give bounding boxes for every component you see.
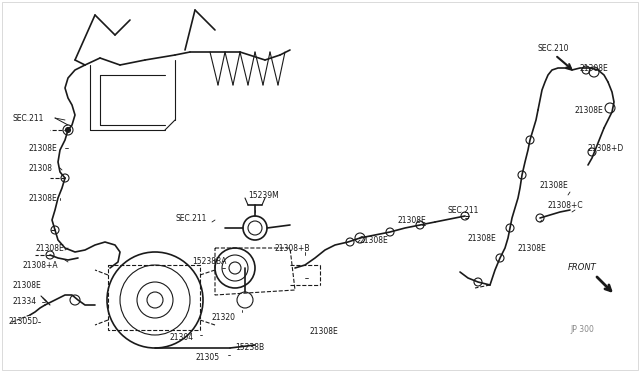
Text: 15239M: 15239M [248,190,279,199]
Text: 21308E: 21308E [12,280,41,289]
Text: 21305: 21305 [195,353,219,362]
Circle shape [147,292,163,308]
Text: 21320: 21320 [212,314,236,323]
Text: 21308E: 21308E [518,244,547,253]
Text: SEC.210: SEC.210 [538,44,570,52]
Text: 21308+A: 21308+A [22,260,58,269]
Text: 21308+C: 21308+C [548,201,584,209]
Text: 21305D: 21305D [8,317,38,327]
Text: 21308E: 21308E [28,144,57,153]
Text: SEC.211: SEC.211 [175,214,206,222]
Text: 21334: 21334 [12,298,36,307]
Text: 21308+D: 21308+D [588,144,624,153]
Text: 21308E: 21308E [28,193,57,202]
Text: 21308E: 21308E [310,327,339,337]
Text: 21308+B: 21308+B [275,244,310,253]
Text: 15238B: 15238B [235,343,264,353]
Text: 21308E: 21308E [580,64,609,73]
Text: 21308E: 21308E [575,106,604,115]
Text: 21308E: 21308E [360,235,388,244]
Text: JP 300: JP 300 [570,326,594,334]
Text: 21308E: 21308E [468,234,497,243]
Text: 21308: 21308 [28,164,52,173]
Text: 21308E: 21308E [540,180,569,189]
Text: 21308E: 21308E [35,244,64,253]
Circle shape [65,128,70,132]
Text: 15238BA: 15238BA [192,257,227,266]
Circle shape [229,262,241,274]
Text: 21304: 21304 [170,334,194,343]
Text: SEC.211: SEC.211 [448,205,479,215]
Text: SEC.211: SEC.211 [12,113,44,122]
Text: 21308E: 21308E [398,215,427,224]
Text: FRONT: FRONT [568,263,596,273]
